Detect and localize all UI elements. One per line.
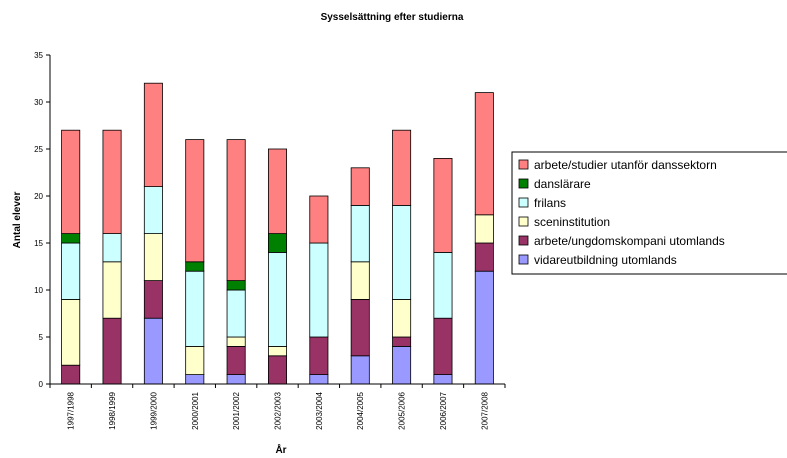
bar-segment bbox=[226, 139, 246, 282]
bar-segment bbox=[309, 242, 329, 338]
bar-segment bbox=[474, 214, 494, 244]
x-tick-label: 1998/1999 bbox=[108, 391, 117, 429]
bar-segment bbox=[309, 374, 329, 385]
bar-segment bbox=[61, 242, 81, 300]
bar-segment bbox=[102, 233, 122, 263]
bar-segment bbox=[433, 251, 453, 319]
plot-area bbox=[61, 82, 494, 385]
bar-segment bbox=[392, 345, 412, 385]
bar-segment bbox=[61, 129, 81, 234]
x-tick-label: 1999/2000 bbox=[149, 391, 158, 429]
bar-segment bbox=[226, 336, 246, 347]
y-tick-label: 5 bbox=[39, 333, 44, 342]
x-axis-title: År bbox=[275, 443, 286, 456]
bar-segment bbox=[61, 233, 81, 244]
bar-segment bbox=[309, 336, 329, 375]
bar-segment bbox=[474, 270, 494, 385]
bar-segment bbox=[267, 233, 287, 253]
bar-segment bbox=[267, 251, 287, 347]
y-tick-label: 35 bbox=[34, 51, 43, 60]
bar-segment bbox=[350, 261, 370, 300]
y-tick-label: 30 bbox=[34, 98, 43, 107]
y-tick-label: 25 bbox=[34, 145, 43, 154]
y-tick-label: 10 bbox=[34, 286, 43, 295]
bar-segment bbox=[185, 270, 205, 347]
bar-segment bbox=[102, 261, 122, 319]
x-tick-label: 2002/2003 bbox=[274, 391, 283, 429]
legend-swatch bbox=[518, 178, 529, 189]
bar-segment bbox=[185, 374, 205, 385]
bar-segment bbox=[185, 261, 205, 272]
bar-segment bbox=[392, 129, 412, 206]
y-tick-label: 20 bbox=[34, 192, 43, 201]
legend-swatch bbox=[518, 254, 529, 265]
bar-segment bbox=[226, 374, 246, 385]
legend-swatch bbox=[518, 197, 529, 208]
legend-swatch bbox=[518, 216, 529, 227]
bar-segment bbox=[143, 233, 163, 282]
legend-box bbox=[511, 151, 787, 275]
bar-segment bbox=[226, 280, 246, 291]
bar-segment bbox=[143, 280, 163, 319]
y-axis-title: Antal elever bbox=[12, 192, 23, 249]
x-tick-label: 2005/2006 bbox=[398, 391, 407, 429]
bar-segment bbox=[143, 186, 163, 235]
x-tick-label: 2004/2005 bbox=[356, 391, 365, 429]
bar-segment bbox=[474, 242, 494, 272]
bar-segment bbox=[350, 167, 370, 206]
bar-segment bbox=[143, 82, 163, 187]
bar-segment bbox=[61, 364, 81, 385]
bar-segment bbox=[433, 157, 453, 253]
bar-segment bbox=[267, 345, 287, 357]
bar-segment bbox=[267, 148, 287, 234]
bar-segment bbox=[267, 355, 287, 385]
bar-segment bbox=[309, 195, 329, 244]
bar-segment bbox=[102, 317, 122, 385]
chart-title: Sysselsättning efter studierna bbox=[321, 12, 464, 23]
legend-swatch bbox=[518, 235, 529, 246]
x-axis-ticks: 1997/1998 1998/1999 1999/2000 2000/2001 2001… bbox=[49, 384, 506, 430]
bar-segment bbox=[350, 298, 370, 357]
legend-swatch bbox=[518, 159, 529, 170]
legend-label: arbete/studier utanför danssektorn bbox=[534, 158, 717, 172]
x-tick-label: 2007/2008 bbox=[480, 391, 489, 429]
legend-label: vidareutbildning utomlands bbox=[534, 253, 677, 267]
bar-segment bbox=[61, 298, 81, 366]
x-tick-label: 2003/2004 bbox=[315, 391, 324, 429]
bar-segment bbox=[102, 129, 122, 234]
x-tick-label: 2001/2002 bbox=[232, 391, 241, 429]
legend-label: frilans bbox=[534, 196, 566, 210]
legend-label: sceninstitution bbox=[534, 215, 610, 229]
bar-segment bbox=[185, 345, 205, 375]
bar-segment bbox=[433, 374, 453, 385]
y-axis-ticks: 0 5 10 15 20 25 30 35 bbox=[34, 51, 50, 389]
legend-label: danslärare bbox=[534, 177, 591, 191]
x-tick-label: 2006/2007 bbox=[439, 391, 448, 429]
bar-segment bbox=[392, 298, 412, 338]
bar-segment bbox=[392, 204, 412, 300]
y-tick-label: 0 bbox=[39, 380, 44, 389]
bar-segment bbox=[185, 139, 205, 263]
bar-segment bbox=[392, 336, 412, 347]
x-tick-label: 2000/2001 bbox=[191, 391, 200, 429]
y-tick-label: 15 bbox=[34, 239, 43, 248]
bar-segment bbox=[474, 92, 494, 216]
x-tick-label: 1997/1998 bbox=[67, 391, 76, 429]
bar-segment bbox=[143, 317, 163, 385]
bar-segment bbox=[226, 289, 246, 338]
legend: arbete/studier utanför danssektorn danslä… bbox=[511, 151, 787, 275]
bar-segment bbox=[226, 345, 246, 375]
legend-label: arbete/ungdomskompani utomlands bbox=[534, 234, 725, 248]
bar-segment bbox=[350, 355, 370, 385]
bar-segment bbox=[350, 204, 370, 263]
bar-segment bbox=[433, 317, 453, 376]
